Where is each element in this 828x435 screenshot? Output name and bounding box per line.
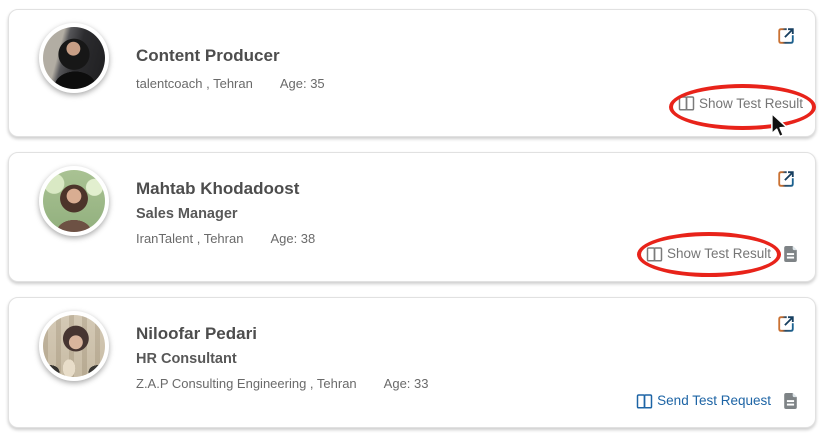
- candidate-meta: IranTalent , Tehran Age: 38: [136, 231, 315, 246]
- show-test-result-button[interactable]: Show Test Result: [676, 93, 803, 114]
- document-icon[interactable]: [780, 243, 801, 265]
- action-label: Send Test Request: [657, 393, 771, 408]
- candidate-card: Mahtab Khodadoost Sales Manager IranTale…: [8, 152, 816, 282]
- avatar[interactable]: [39, 166, 109, 236]
- age-label: Age: 35: [279, 76, 325, 91]
- candidate-info: Content Producer talentcoach , Tehran Age…: [136, 10, 325, 91]
- candidate-info: Mahtab Khodadoost Sales Manager IranTale…: [136, 153, 315, 246]
- card-actions: Show Test Result: [644, 243, 801, 265]
- age-label: Age: 38: [270, 231, 316, 246]
- candidate-name: Mahtab Khodadoost: [136, 179, 300, 198]
- action-label: Show Test Result: [666, 246, 771, 261]
- avatar[interactable]: [39, 23, 109, 93]
- candidate-meta: talentcoach , Tehran Age: 35: [136, 76, 325, 91]
- card-actions: Send Test Request: [634, 390, 801, 412]
- company-location: IranTalent , Tehran: [136, 231, 244, 246]
- open-book-icon: [678, 96, 695, 111]
- avatar-photo: [43, 170, 105, 232]
- candidate-role: Sales Manager: [136, 206, 238, 222]
- candidate-card: Niloofar Pedari HR Consultant Z.A.P Cons…: [8, 297, 816, 428]
- company-location: talentcoach , Tehran: [136, 76, 253, 91]
- candidate-title: Content Producer: [136, 46, 280, 65]
- candidate-card: Content Producer talentcoach , Tehran Age…: [8, 9, 816, 137]
- avatar-photo: [43, 315, 105, 377]
- company-location: Z.A.P Consulting Engineering , Tehran: [136, 376, 357, 391]
- avatar[interactable]: [39, 311, 109, 381]
- candidate-info: Niloofar Pedari HR Consultant Z.A.P Cons…: [136, 298, 429, 391]
- mouse-cursor-icon: [771, 112, 788, 138]
- candidate-name: Niloofar Pedari: [136, 324, 257, 343]
- action-label: Show Test Result: [698, 95, 803, 111]
- candidate-role: HR Consultant: [136, 351, 237, 367]
- open-book-icon: [636, 393, 653, 409]
- show-test-result-button[interactable]: Show Test Result: [644, 244, 771, 265]
- card-actions: Show Test Result: [676, 93, 803, 114]
- open-in-new-icon[interactable]: [775, 25, 797, 47]
- send-test-request-button[interactable]: Send Test Request: [634, 391, 771, 412]
- document-icon[interactable]: [780, 390, 801, 412]
- open-in-new-icon[interactable]: [775, 313, 797, 335]
- avatar-photo: [43, 27, 105, 89]
- open-book-icon: [646, 246, 663, 262]
- open-in-new-icon[interactable]: [775, 168, 797, 190]
- age-label: Age: 33: [383, 376, 429, 391]
- candidate-meta: Z.A.P Consulting Engineering , Tehran Age…: [136, 376, 429, 391]
